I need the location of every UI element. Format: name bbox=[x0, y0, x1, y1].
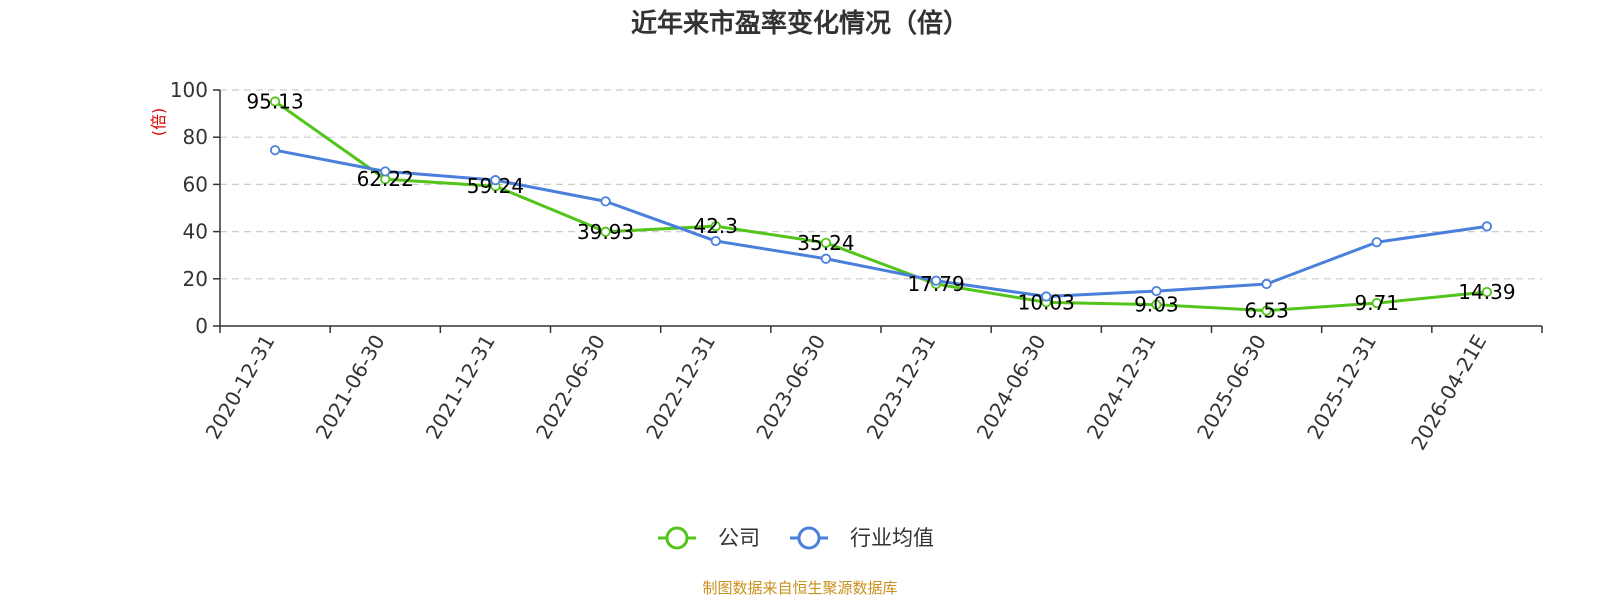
industry-average-data-point[interactable] bbox=[820, 253, 832, 264]
company-data-label: 62.22 bbox=[357, 167, 414, 191]
company-data-label: 95.13 bbox=[246, 89, 303, 113]
industry-average-data-point[interactable] bbox=[1481, 221, 1493, 232]
x-tick-label: 2024-06-30 bbox=[972, 331, 1051, 444]
industry-average-series-line bbox=[273, 148, 1489, 298]
company-data-point[interactable] bbox=[1261, 305, 1272, 316]
source-note: 制图数据来自恒生聚源数据库 bbox=[702, 579, 897, 597]
x-tick-label: 2024-12-31 bbox=[1082, 331, 1161, 444]
company-data-point[interactable] bbox=[269, 96, 281, 107]
legend-label-company: 公司 bbox=[718, 526, 760, 550]
y-axis-unit-label: (倍) bbox=[149, 108, 168, 137]
x-tick-label: 2023-12-31 bbox=[862, 330, 941, 443]
industry-average-data-point[interactable] bbox=[600, 196, 611, 207]
legend-label-industry-average: 行业均值 bbox=[850, 526, 934, 550]
company-data-label: 10.03 bbox=[1018, 290, 1075, 314]
company-data-label: 14.39 bbox=[1458, 280, 1515, 304]
x-tick-label: 2025-12-31 bbox=[1302, 331, 1381, 444]
x-tick-label: 2026-04-21E bbox=[1406, 331, 1491, 455]
industry-average-data-point[interactable] bbox=[380, 166, 391, 177]
company-data-point[interactable] bbox=[710, 221, 721, 232]
data-labels: 95.13 62.22 59.24 39.93 42.3 35.24 17.79 10.03 9… bbox=[246, 89, 1515, 322]
y-tick-label: 40 bbox=[183, 220, 208, 244]
legend-item-industry-average[interactable]: 行业均值 bbox=[790, 526, 934, 550]
gridlines bbox=[220, 89, 1542, 280]
company-data-label: 39.93 bbox=[577, 220, 634, 244]
industry-average-data-point[interactable] bbox=[490, 175, 501, 186]
x-tick-label: 2022-06-30 bbox=[531, 331, 610, 444]
company-data-label: 17.79 bbox=[907, 272, 964, 296]
industry-average-data-point[interactable] bbox=[1261, 278, 1272, 290]
company-data-label: 59.24 bbox=[467, 174, 524, 198]
legend-marker-circle-company bbox=[665, 526, 689, 550]
x-tick-label: 2021-12-31 bbox=[421, 330, 500, 443]
company-data-label: 9.71 bbox=[1354, 291, 1399, 315]
legend[interactable]: 公司 行业均值 bbox=[658, 526, 934, 550]
industry-average-data-point[interactable] bbox=[1151, 285, 1162, 297]
x-tick-label: 2022-12-31 bbox=[641, 331, 720, 444]
company-data-point[interactable] bbox=[1151, 299, 1162, 310]
y-tick-label: 80 bbox=[183, 125, 208, 149]
x-tick-label: 2020-12-31 bbox=[201, 331, 280, 444]
industry-average-data-point[interactable] bbox=[1371, 237, 1382, 248]
industry-average-data-point[interactable] bbox=[710, 235, 721, 247]
chart-title: 近年来市盈率变化情况（倍） bbox=[631, 8, 969, 39]
series-lines bbox=[269, 96, 1493, 316]
company-data-label: 9.03 bbox=[1134, 293, 1179, 317]
company-data-point[interactable] bbox=[1481, 286, 1493, 298]
company-data-point[interactable] bbox=[600, 226, 611, 237]
legend-marker-circle-industry-average bbox=[797, 526, 821, 550]
industry-average-data-point[interactable] bbox=[930, 275, 942, 286]
x-tick-label: 2023-06-30 bbox=[751, 331, 830, 444]
company-data-point[interactable] bbox=[1371, 297, 1382, 309]
company-data-point[interactable] bbox=[820, 237, 832, 248]
industry-average-data-point[interactable] bbox=[269, 145, 281, 156]
company-series-line bbox=[273, 99, 1489, 313]
industry-average-data-point[interactable] bbox=[1041, 291, 1052, 302]
company-data-label: 6.53 bbox=[1244, 299, 1289, 323]
y-tick-label: 20 bbox=[183, 267, 208, 291]
y-tick-label: 100 bbox=[170, 78, 208, 102]
company-data-label: 42.3 bbox=[693, 214, 738, 238]
y-tick-label: 0 bbox=[195, 314, 208, 338]
x-tick-label: 2025-06-30 bbox=[1192, 331, 1271, 444]
x-tick-label: 2021-06-30 bbox=[311, 331, 390, 444]
y-tick-label: 60 bbox=[183, 172, 208, 196]
company-data-label: 35.24 bbox=[797, 231, 854, 255]
legend-item-company[interactable]: 公司 bbox=[658, 526, 760, 550]
